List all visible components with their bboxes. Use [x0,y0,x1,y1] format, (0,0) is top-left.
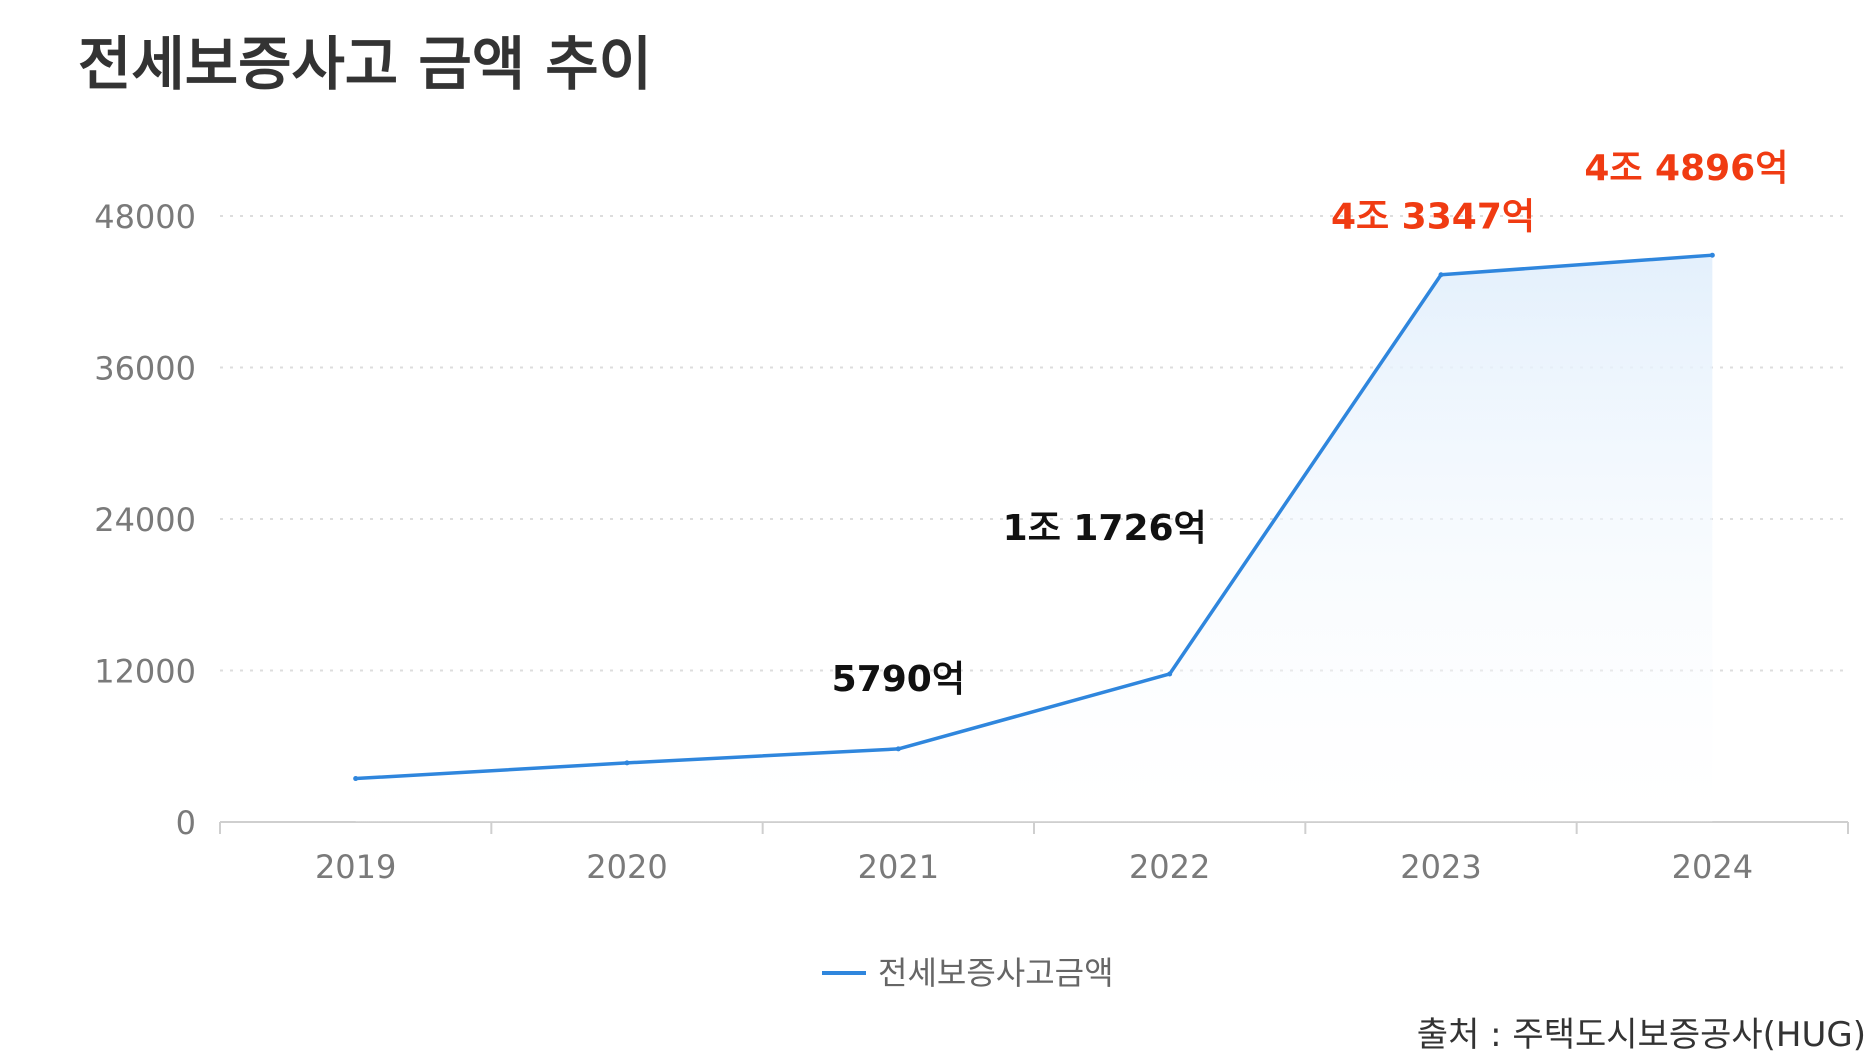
data-label: 4조 4896억 [1584,148,1788,189]
grid-lines [220,215,1848,672]
data-point [1438,272,1444,278]
source-note: 출처 : 주택도시보증공사(HUG) [1417,1015,1866,1055]
chart-title: 전세보증사고 금액 추이 [78,30,652,98]
y-tick-label: 0 [176,804,196,842]
series-line [355,253,1713,781]
data-point [624,760,630,766]
area-fill-shape [355,255,1713,823]
data-annotations: 5790억 1조 1726억 4조 3347억 4조 4896억 [832,148,1789,700]
x-tick-label: 2024 [1672,848,1753,886]
x-axis [219,821,1849,834]
x-tick-label: 2019 [315,848,396,886]
y-tick-label: 24000 [94,501,196,539]
x-axis-ticks: 2019 2020 2021 2022 2023 2024 [315,848,1753,886]
data-label: 4조 3347억 [1331,197,1535,238]
y-axis-ticks: 0 12000 24000 36000 48000 [94,198,196,842]
x-tick-label: 2023 [1400,848,1481,886]
y-tick-label: 12000 [94,653,196,691]
data-label: 5790억 [832,659,965,700]
series-line-group [353,252,1715,782]
data-point [353,776,359,782]
y-tick-label: 36000 [94,350,196,388]
data-point [1167,671,1173,677]
data-point [1709,252,1715,258]
y-tick-label: 48000 [94,198,196,236]
data-point [895,746,901,752]
x-tick-label: 2020 [586,848,667,886]
area-fill [355,255,1713,823]
legend: 전세보증사고금액 [822,954,1114,992]
data-label: 1조 1726억 [1003,508,1207,549]
legend-label: 전세보증사고금액 [878,954,1114,992]
x-tick-label: 2022 [1129,848,1210,886]
x-tick-label: 2021 [858,848,939,886]
